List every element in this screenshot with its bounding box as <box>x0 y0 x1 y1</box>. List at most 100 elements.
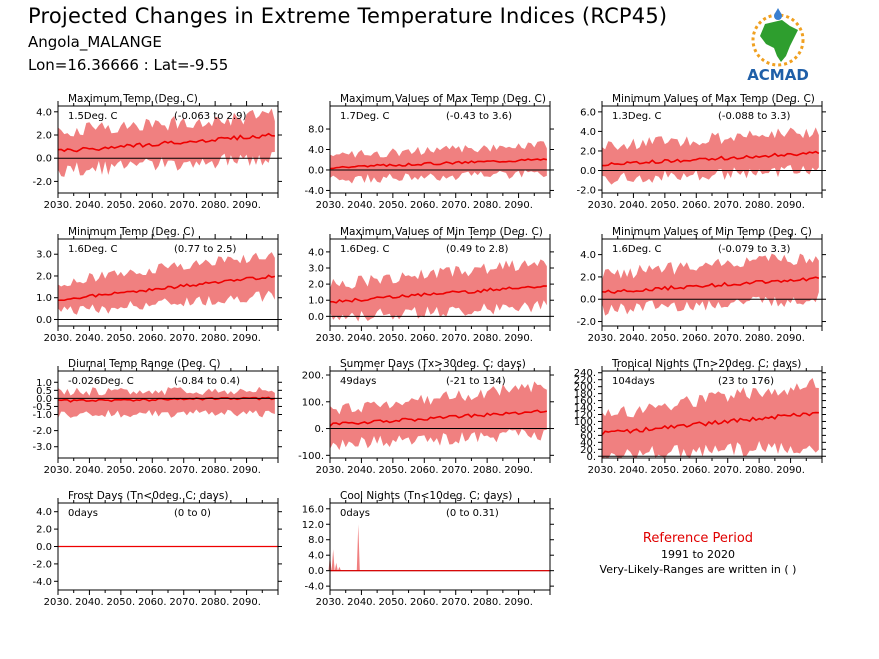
x-tick-label: 2060. <box>410 597 439 608</box>
x-tick-label: 2040. <box>75 597 104 608</box>
x-tick-label: 2050. <box>651 200 680 211</box>
x-tick-label: 2070. <box>713 333 742 344</box>
y-tick-label: 0.0 <box>36 154 52 165</box>
likely-range-label: (-21 to 134) <box>446 376 506 387</box>
x-tick-label: 2040. <box>347 465 376 476</box>
x-tick-label: 2080. <box>201 465 230 476</box>
y-tick-label: 4.0 <box>308 247 324 258</box>
x-tick-label: 2030. <box>44 465 73 476</box>
x-tick-label: 2060. <box>138 465 167 476</box>
x-tick-label: 2030. <box>44 597 73 608</box>
x-tick-label: 2090. <box>776 200 805 211</box>
chart-title: Minimum Values of Min Temp (Deg. C) <box>612 226 812 238</box>
y-tick-label: 0.0 <box>308 566 324 577</box>
chart-panel: -3.0 -2.0 -1.0-0.50.00.51.0 2030. 2040. 2050.… <box>32 358 282 476</box>
y-tick-label: 0.0 <box>580 295 596 306</box>
x-tick-label: 2070. <box>169 597 198 608</box>
y-tick-label: 1.0 <box>308 296 324 307</box>
median-change-label: 1.3Deg. C <box>612 111 661 122</box>
y-tick-label: -4.0 <box>304 582 324 593</box>
y-tick-label: 180. <box>574 389 596 400</box>
y-tick-label: -2.0 <box>32 426 52 437</box>
median-change-label: 104days <box>612 376 655 387</box>
x-tick-label: 2040. <box>75 333 104 344</box>
chart-panel: 0.0 1.0 2.0 3.0 4.0 2030. 2040. 2050. 2060. 2070.… <box>308 226 554 344</box>
x-tick-label: 2050. <box>107 597 136 608</box>
x-tick-label: 2060. <box>682 465 711 476</box>
x-tick-label: 2070. <box>713 200 742 211</box>
logo-text: ACMAD <box>747 66 809 84</box>
x-tick-label: 2080. <box>745 465 774 476</box>
y-tick-label: 60. <box>580 431 596 442</box>
x-tick-label: 2090. <box>232 597 261 608</box>
y-tick-label: 0.0 <box>36 394 52 405</box>
x-tick-label: 2080. <box>201 333 230 344</box>
y-tick-label: 80. <box>580 424 596 435</box>
chart-title: Minimum Temp (Deg. C) <box>68 226 195 238</box>
y-tick-label: 200. <box>302 371 324 382</box>
median-change-line <box>601 150 820 167</box>
median-change-label: 1.6Deg. C <box>68 244 117 255</box>
range-spike <box>331 549 335 571</box>
x-tick-label: 2060. <box>410 200 439 211</box>
likely-range-label: (-0.063 to 2.9) <box>174 111 246 122</box>
x-tick-label: 2050. <box>651 333 680 344</box>
x-tick-label: 2090. <box>504 465 533 476</box>
x-tick-label: 2050. <box>379 333 408 344</box>
x-tick-label: 2030. <box>316 333 345 344</box>
y-tick-label: 2.0 <box>580 272 596 283</box>
x-tick-label: 2030. <box>316 597 345 608</box>
y-tick-label: 0.0 <box>580 166 596 177</box>
x-tick-label: 2050. <box>107 465 136 476</box>
x-tick-label: 2060. <box>682 200 711 211</box>
y-tick-label: 240. <box>574 368 596 379</box>
x-tick-label: 2050. <box>379 200 408 211</box>
y-tick-label: 1.0 <box>36 293 52 304</box>
range-spike <box>334 562 338 571</box>
x-tick-label: 2090. <box>776 333 805 344</box>
likely-range-band <box>58 386 275 419</box>
x-tick-label: 2040. <box>75 465 104 476</box>
likely-range-band <box>330 259 547 322</box>
likely-range-label: (0 to 0.31) <box>446 508 499 519</box>
x-tick-label: 2070. <box>169 200 198 211</box>
y-tick-label: 3.0 <box>36 250 52 261</box>
y-tick-label: 2.0 <box>36 525 52 536</box>
median-change-line <box>57 274 276 302</box>
y-tick-label: 220. <box>574 375 596 386</box>
y-tick-label: 0.0 <box>308 165 324 176</box>
likely-range-band <box>602 127 819 185</box>
y-tick-label: 100. <box>302 397 324 408</box>
y-tick-label: -1.0 <box>32 410 52 421</box>
chart-title: Maximum Values of Min Temp (Deg. C) <box>340 226 543 238</box>
chart-panel: -4.0 -2.0 0.0 2.0 4.0 2030. 2040. 2050. 2060. 207… <box>32 490 282 608</box>
range-spike <box>356 524 360 571</box>
chart-panel: -100. 0. 100. 200. 2030. 2040. 2050. 2060. 2070.… <box>298 358 554 476</box>
median-change-label: 1.6Deg. C <box>612 244 661 255</box>
y-tick-label: 4.0 <box>580 250 596 261</box>
median-change-line <box>329 409 548 427</box>
likely-range-band <box>58 252 275 315</box>
likely-range-label: (0 to 0) <box>174 508 211 519</box>
x-tick-label: 2060. <box>138 200 167 211</box>
x-tick-label: 2060. <box>682 333 711 344</box>
x-tick-label: 2080. <box>745 200 774 211</box>
y-tick-label: -0.5 <box>32 402 52 413</box>
y-tick-label: 0.0 <box>308 312 324 323</box>
coordinates-label: Lon=16.36666 : Lat=-9.55 <box>28 56 229 74</box>
median-change-label: 1.7Deg. C <box>340 111 389 122</box>
x-tick-label: 2040. <box>347 333 376 344</box>
x-tick-label: 2060. <box>410 465 439 476</box>
median-change-label: -0.026Deg. C <box>68 376 134 387</box>
median-change-label: 49days <box>340 376 376 387</box>
x-tick-label: 2050. <box>107 200 136 211</box>
y-tick-label: 0. <box>314 424 324 435</box>
x-tick-label: 2060. <box>138 597 167 608</box>
x-tick-label: 2060. <box>410 333 439 344</box>
y-tick-label: 3.0 <box>308 264 324 275</box>
africa-map-icon <box>751 8 805 67</box>
median-change-label: 1.5Deg. C <box>68 111 117 122</box>
